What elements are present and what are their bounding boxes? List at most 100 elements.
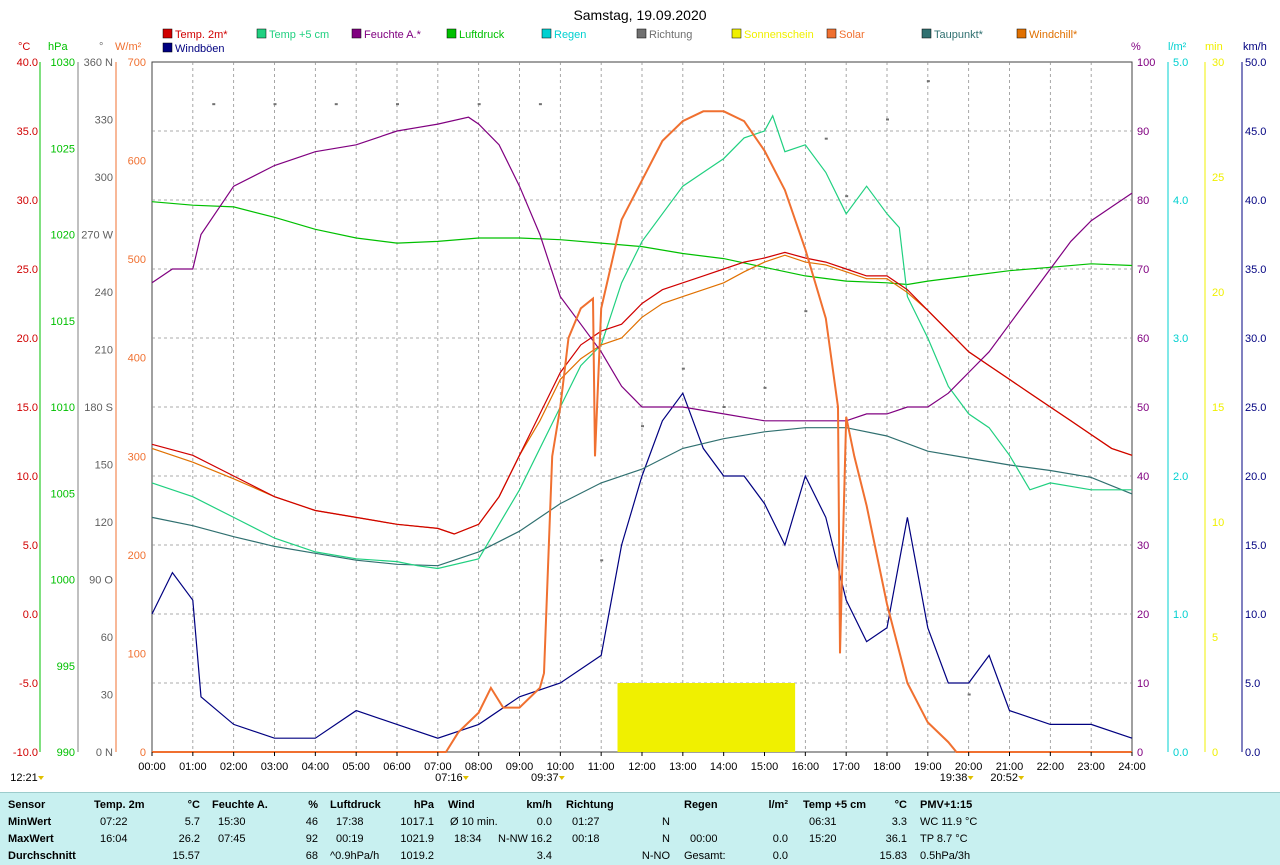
stats-temp5-title: Temp +5 cm — [803, 799, 867, 811]
stats-rain-total-label: Gesamt: — [684, 850, 726, 862]
tick-direction-8: 120 — [95, 517, 113, 529]
stats-pmv: PMV+1:15 WC 11.9 °C TP 8.7 °C 0.5hPa/3h — [920, 793, 1040, 865]
tick-direction-4: 240 — [95, 287, 113, 299]
tick-wind-2: 40.0 — [1245, 195, 1266, 207]
tick-direction-5: 210 — [95, 345, 113, 357]
stats-wind-avg10-label: Ø 10 min. — [450, 816, 498, 828]
x-tick-18: 18:00 — [873, 761, 901, 773]
tick-wind-10: 0.0 — [1245, 747, 1260, 759]
stats-temp2m-unit: °C — [187, 799, 200, 811]
legend: Temp. 2m* Temp +5 cm Feuchte A.* Luftdruck R… — [162, 28, 1078, 55]
legend-label-5: Richtung — [649, 29, 692, 41]
direction-point — [273, 103, 277, 106]
x-tick-3: 03:00 — [261, 761, 289, 773]
series-luftdruck — [151, 201, 1133, 286]
direction-point — [722, 406, 726, 408]
plot-area — [151, 80, 1133, 753]
event-label-0: 12:21 — [10, 772, 38, 784]
tick-direction-7: 150 — [95, 460, 113, 472]
stats-row-labels: Sensor MinWert MaxWert Durchschnitt — [8, 793, 88, 865]
stats-humidity: Feuchte A. % 15:30 46 07:45 92 68 — [212, 793, 322, 865]
stats-pmv-title: PMV+1:15 — [920, 799, 973, 811]
tick-direction-12: 0 N — [96, 747, 113, 759]
tick-temp-6: 10.0 — [17, 471, 38, 483]
series-temp-5-cm — [151, 114, 1132, 570]
stats-humidity-title: Feuchte A. — [212, 799, 268, 811]
direction-point — [967, 693, 971, 696]
tick-sunshine-4: 10 — [1212, 517, 1224, 529]
stats-direction-max-val: N — [662, 833, 670, 845]
stats-pmv-windchill: WC 11.9 °C — [920, 816, 978, 828]
x-tick-13: 13:00 — [669, 761, 697, 773]
tick-direction-11: 30 — [101, 690, 113, 702]
event-marker-2 — [558, 776, 565, 780]
event-marker-1 — [462, 776, 469, 780]
tick-solar-7: 0 — [140, 747, 146, 759]
tick-temp-7: 5.0 — [23, 540, 38, 552]
stats-humidity-max-time: 07:45 — [218, 833, 246, 845]
x-tick-9: 09:00 — [506, 761, 534, 773]
stats-label-sensor: Sensor — [8, 799, 46, 811]
legend-label-4: Regen — [554, 29, 586, 41]
tick-temp-0: 40.0 — [17, 57, 38, 69]
tick-wind-0: 50.0 — [1245, 57, 1266, 69]
stats-label-avg: Durchschnitt — [8, 850, 76, 862]
tick-wind-9: 5.0 — [1245, 678, 1260, 690]
tick-sunshine-3: 15 — [1212, 402, 1224, 414]
weather-chart: Samstag, 19.09.2020 Temp. 2m* Temp +5 cm F… — [10, 7, 1267, 784]
stats-wind-unit: km/h — [526, 799, 552, 811]
tick-humidity-1: 90 — [1137, 126, 1149, 138]
x-tick-14: 14:00 — [710, 761, 738, 773]
tick-wind-5: 25.0 — [1245, 402, 1266, 414]
x-tick-5: 05:00 — [342, 761, 370, 773]
event-marker-0 — [38, 776, 44, 780]
stats-temp5: Temp +5 cm °C 06:31 3.3 15:20 36.1 15.83 — [803, 793, 909, 865]
x-tick-22: 22:00 — [1037, 761, 1065, 773]
stats-pressure-unit: hPa — [413, 799, 434, 811]
stats-temp2m: Temp. 2m °C 07:22 5.7 16:04 26.2 15.57 — [94, 793, 206, 865]
direction-point — [886, 118, 889, 121]
tick-solar-6: 100 — [128, 648, 146, 660]
tick-humidity-8: 20 — [1137, 609, 1149, 621]
tick-sunshine-6: 0 — [1212, 747, 1218, 759]
tick-rain-5: 0.0 — [1173, 747, 1188, 759]
stats-pressure-max-time: 00:19 — [336, 833, 364, 845]
stats-pressure-max-val: 1021.9 — [400, 833, 434, 845]
stats-pmv-pressure-trend: 0.5hPa/3h — [920, 850, 971, 862]
x-tick-1: 01:00 — [179, 761, 207, 773]
axis-unit-rain: l/m² — [1168, 41, 1187, 53]
x-tick-21: 21:00 — [996, 761, 1024, 773]
legend-label-0: Temp. 2m* — [175, 29, 228, 41]
legend-swatch-3 — [446, 28, 457, 39]
tick-wind-7: 15.0 — [1245, 540, 1266, 552]
tick-temp-4: 20.0 — [17, 333, 38, 345]
stats-pressure-avg: 1019.2 — [400, 850, 434, 862]
legend-swatch-7 — [826, 28, 837, 39]
stats-temp5-min-val: 3.3 — [891, 816, 907, 828]
stats-temp2m-min-time: 07:22 — [100, 816, 128, 828]
x-tick-4: 04:00 — [302, 761, 330, 773]
stats-rain: Regen l/m² 00:00 0.0 Gesamt: 0.0 — [684, 793, 792, 865]
direction-point — [396, 103, 399, 106]
legend-swatch-1 — [256, 28, 267, 39]
stats-temp2m-max-val: 26.2 — [178, 833, 200, 845]
legend-swatch-5 — [636, 28, 647, 39]
tick-sunshine-0: 30 — [1212, 57, 1224, 69]
direction-point — [763, 386, 767, 389]
stats-temp2m-title: Temp. 2m — [94, 799, 145, 811]
tick-temp-8: 0.0 — [23, 609, 38, 621]
event-marker-3 — [967, 776, 974, 780]
tick-wind-6: 20.0 — [1245, 471, 1266, 483]
stats-rain-total: 0.0 — [772, 850, 788, 862]
tick-temp-1: 35.0 — [17, 126, 38, 138]
tick-humidity-5: 50 — [1137, 402, 1149, 414]
legend-label-2: Feuchte A.* — [364, 29, 422, 41]
x-tick-20: 20:00 — [955, 761, 983, 773]
stats-direction: Richtung 01:27 N 00:18 N N-NO — [566, 793, 672, 865]
stats-direction-min-val: N — [662, 816, 670, 828]
legend-swatch-0 — [162, 28, 173, 39]
event-label-1: 07:16 — [435, 772, 463, 784]
axis-unit-temp: °C — [18, 41, 30, 53]
stats-temp5-unit: °C — [894, 799, 907, 811]
series-solar — [152, 110, 1132, 753]
